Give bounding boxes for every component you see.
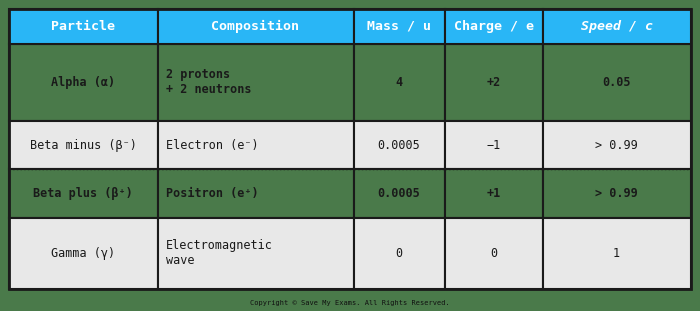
Bar [354,218,444,289]
Bar [158,9,354,44]
Bar [158,44,354,121]
Text: Particle: Particle [51,20,116,33]
Text: Mass / u: Mass / u [367,20,431,33]
Bar [542,44,691,121]
Text: 2 protons
+ 2 neutrons: 2 protons + 2 neutrons [166,68,251,96]
Bar [444,44,542,121]
Text: +2: +2 [486,76,500,89]
Text: Speed / c: Speed / c [581,20,652,33]
Bar [542,218,691,289]
Text: −1: −1 [486,139,500,152]
Bar [444,169,542,218]
Text: Composition: Composition [211,20,300,33]
Text: Copyright © Save My Exams. All Rights Reserved.: Copyright © Save My Exams. All Rights Re… [250,300,450,306]
Text: > 0.99: > 0.99 [595,139,638,152]
Text: +1: +1 [486,187,500,200]
Bar [9,169,158,218]
Bar [354,169,444,218]
Text: > 0.99: > 0.99 [595,187,638,200]
Text: Beta plus (β⁺): Beta plus (β⁺) [34,187,133,200]
Bar [354,44,444,121]
Text: 0.0005: 0.0005 [377,139,421,152]
Bar [354,121,444,169]
Text: 0: 0 [395,247,402,260]
Bar [354,9,444,44]
Text: Positron (e⁺): Positron (e⁺) [166,187,258,200]
Text: Alpha (α): Alpha (α) [51,76,116,89]
Bar [542,121,691,169]
Bar [158,218,354,289]
Bar [444,121,542,169]
Text: Electromagnetic
wave: Electromagnetic wave [166,239,273,267]
Text: Charge / e: Charge / e [454,20,533,33]
Text: 0: 0 [490,247,497,260]
Bar [444,218,542,289]
Text: Gamma (γ): Gamma (γ) [51,247,116,260]
Bar [444,9,542,44]
Text: 0.0005: 0.0005 [377,187,421,200]
Bar [542,169,691,218]
Text: 4: 4 [395,76,402,89]
Text: 0.05: 0.05 [603,76,631,89]
Bar [9,218,158,289]
Text: Electron (e⁻): Electron (e⁻) [166,139,258,152]
Bar [542,9,691,44]
Bar [158,121,354,169]
Bar [9,44,158,121]
Bar [158,169,354,218]
Text: Beta minus (β⁻): Beta minus (β⁻) [30,139,137,152]
Bar [9,121,158,169]
Bar [9,9,158,44]
Text: 1: 1 [613,247,620,260]
